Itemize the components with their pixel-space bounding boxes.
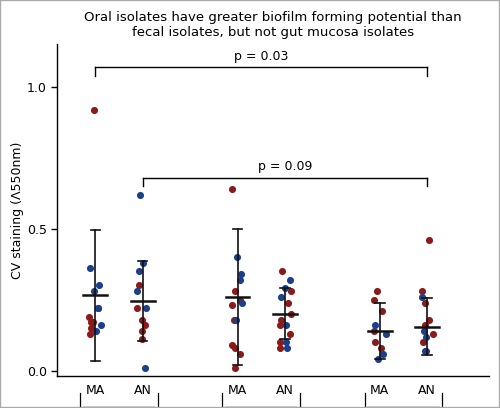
Point [372, 288, 380, 295]
Point [135, 268, 143, 275]
Point [231, 345, 239, 351]
Point [370, 297, 378, 303]
Point [236, 297, 244, 303]
Point [138, 328, 145, 334]
Text: p = 0.03: p = 0.03 [234, 50, 288, 63]
Point [374, 356, 382, 362]
Point [142, 322, 150, 328]
Point [86, 330, 94, 337]
Point [426, 237, 434, 244]
Point [97, 322, 105, 328]
Point [140, 364, 148, 371]
Point [136, 191, 144, 198]
Point [94, 305, 102, 311]
Point [425, 316, 433, 323]
Point [94, 282, 102, 289]
Point [422, 333, 430, 340]
Point [286, 330, 294, 337]
Point [418, 288, 426, 295]
Point [132, 305, 140, 311]
Point [238, 299, 246, 306]
Point [85, 313, 93, 320]
Point [88, 319, 96, 326]
Point [422, 348, 430, 354]
Point [139, 259, 147, 266]
Point [420, 328, 428, 334]
Point [278, 316, 285, 323]
Point [371, 339, 379, 346]
Point [421, 348, 429, 354]
Point [378, 308, 386, 314]
Point [231, 288, 239, 295]
Point [286, 277, 294, 283]
Point [282, 322, 290, 328]
Point [87, 325, 95, 331]
Point [142, 305, 150, 311]
Point [283, 345, 291, 351]
Point [420, 322, 428, 328]
Point [228, 186, 236, 192]
Point [134, 282, 142, 289]
Point [236, 277, 244, 283]
Point [138, 336, 146, 343]
Point [228, 302, 235, 308]
Point [382, 330, 390, 337]
Point [277, 294, 285, 300]
Point [89, 319, 97, 326]
Point [232, 254, 240, 260]
Point [86, 265, 94, 272]
Point [90, 106, 98, 113]
Point [371, 322, 379, 328]
Point [370, 328, 378, 334]
Point [230, 316, 238, 323]
Point [429, 330, 437, 337]
Point [92, 328, 100, 334]
Point [287, 310, 295, 317]
Point [276, 339, 283, 346]
Point [236, 350, 244, 357]
Point [276, 345, 283, 351]
Point [138, 316, 146, 323]
Point [422, 299, 430, 306]
Point [377, 345, 385, 351]
Text: p = 0.09: p = 0.09 [258, 160, 312, 173]
Point [286, 288, 294, 295]
Point [238, 271, 246, 277]
Y-axis label: CV staining (Λ550nm): CV staining (Λ550nm) [11, 142, 24, 279]
Point [231, 364, 239, 371]
Point [276, 322, 284, 328]
Title: Oral isolates have greater biofilm forming potential than
fecal isolates, but no: Oral isolates have greater biofilm formi… [84, 11, 462, 39]
Point [419, 339, 427, 346]
Point [90, 288, 98, 295]
Point [232, 316, 240, 323]
Point [278, 268, 286, 275]
Point [418, 294, 426, 300]
Point [228, 342, 236, 348]
Point [284, 299, 292, 306]
Point [134, 288, 141, 295]
Point [280, 285, 288, 292]
Point [378, 350, 386, 357]
Point [94, 305, 102, 311]
Point [282, 339, 290, 346]
